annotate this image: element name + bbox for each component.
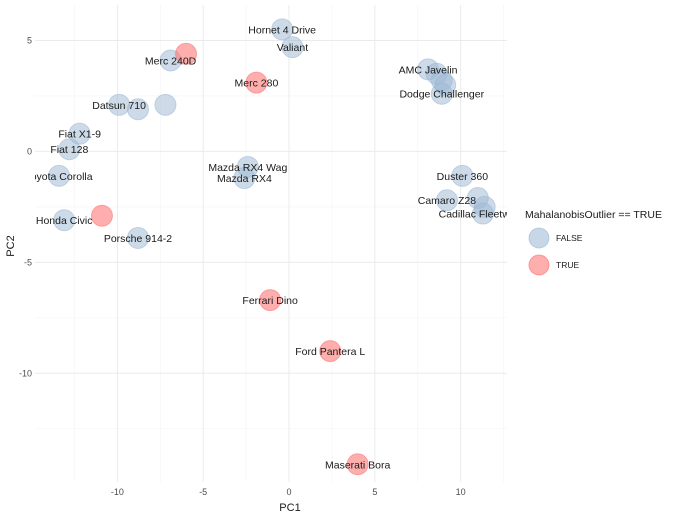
point xyxy=(435,189,458,212)
x-tick-label: 0 xyxy=(287,487,292,497)
point-label: Maserati Bora xyxy=(325,459,391,471)
point-label: Fiat X1-9 xyxy=(58,129,101,141)
point-label: Ford Pantera L xyxy=(295,346,365,358)
data-points xyxy=(48,18,496,476)
point-label: Toyota Corolla xyxy=(25,171,92,183)
point-label: Ferrari Dino xyxy=(242,295,298,307)
point xyxy=(430,82,453,105)
point-label: Duster 360 xyxy=(437,171,489,183)
point-outlier xyxy=(319,340,342,363)
x-tick-label: -5 xyxy=(199,487,207,497)
point-label: Camaro Z28 xyxy=(418,195,477,207)
y-tick-label: -5 xyxy=(24,257,32,267)
point-label: AMC Javelin xyxy=(399,64,458,76)
grid-lines xyxy=(35,5,507,482)
legend: MahalanobisOutlier == TRUE FALSE TRUE xyxy=(525,209,662,276)
x-axis-title: PC1 xyxy=(279,502,300,514)
point-outlier xyxy=(259,289,282,312)
point xyxy=(58,138,81,161)
y-tick-label: -10 xyxy=(19,368,32,378)
point-outlier xyxy=(175,42,198,65)
x-tick-label: -10 xyxy=(111,487,124,497)
point-outlier xyxy=(346,453,369,476)
point-label: Hornet 4 Drive xyxy=(248,24,316,36)
point xyxy=(126,226,149,249)
x-tick-label: 5 xyxy=(372,487,377,497)
point-label: Dodge Challenger xyxy=(399,89,484,101)
tick-labels: -10 -5 0 5 10 5 0 -5 -10 xyxy=(19,35,466,497)
point-label: Honda Civic xyxy=(36,215,93,227)
point xyxy=(233,167,256,190)
point-labels: Hornet 4 Drive Valiant Merc 240D Merc 280 AM… xyxy=(25,24,528,471)
legend-label-true: TRUE xyxy=(556,260,579,270)
point xyxy=(451,164,474,187)
y-axis-title: PC2 xyxy=(5,235,17,256)
point xyxy=(271,18,294,41)
point xyxy=(473,195,496,218)
point-outlier xyxy=(245,71,268,94)
legend-swatch-true xyxy=(528,254,550,276)
point-label: Datsun 710 xyxy=(92,100,146,112)
point-label: Porsche 914-2 xyxy=(104,233,172,245)
point-outlier xyxy=(90,204,113,227)
point-label: Cadillac Fleetwood xyxy=(439,209,528,221)
point-label: Merc 240D xyxy=(145,55,197,67)
point-label: Fiat 128 xyxy=(50,144,88,156)
point xyxy=(126,98,149,121)
point xyxy=(53,209,76,232)
legend-title: MahalanobisOutlier == TRUE xyxy=(525,209,662,221)
y-tick-label: 5 xyxy=(27,35,32,45)
point-label: Merc 280 xyxy=(235,78,279,90)
legend-label-false: FALSE xyxy=(556,233,583,243)
x-tick-label: 10 xyxy=(456,487,466,497)
y-tick-label: 0 xyxy=(27,146,32,156)
point xyxy=(281,36,304,59)
point xyxy=(48,164,71,187)
point xyxy=(154,93,177,116)
point-label: Mazda RX4 Wag xyxy=(208,162,287,174)
point xyxy=(68,122,91,145)
point-label: Valiant xyxy=(277,42,308,54)
point-label: Mazda RX4 xyxy=(217,173,272,185)
legend-swatch-false xyxy=(528,227,550,249)
